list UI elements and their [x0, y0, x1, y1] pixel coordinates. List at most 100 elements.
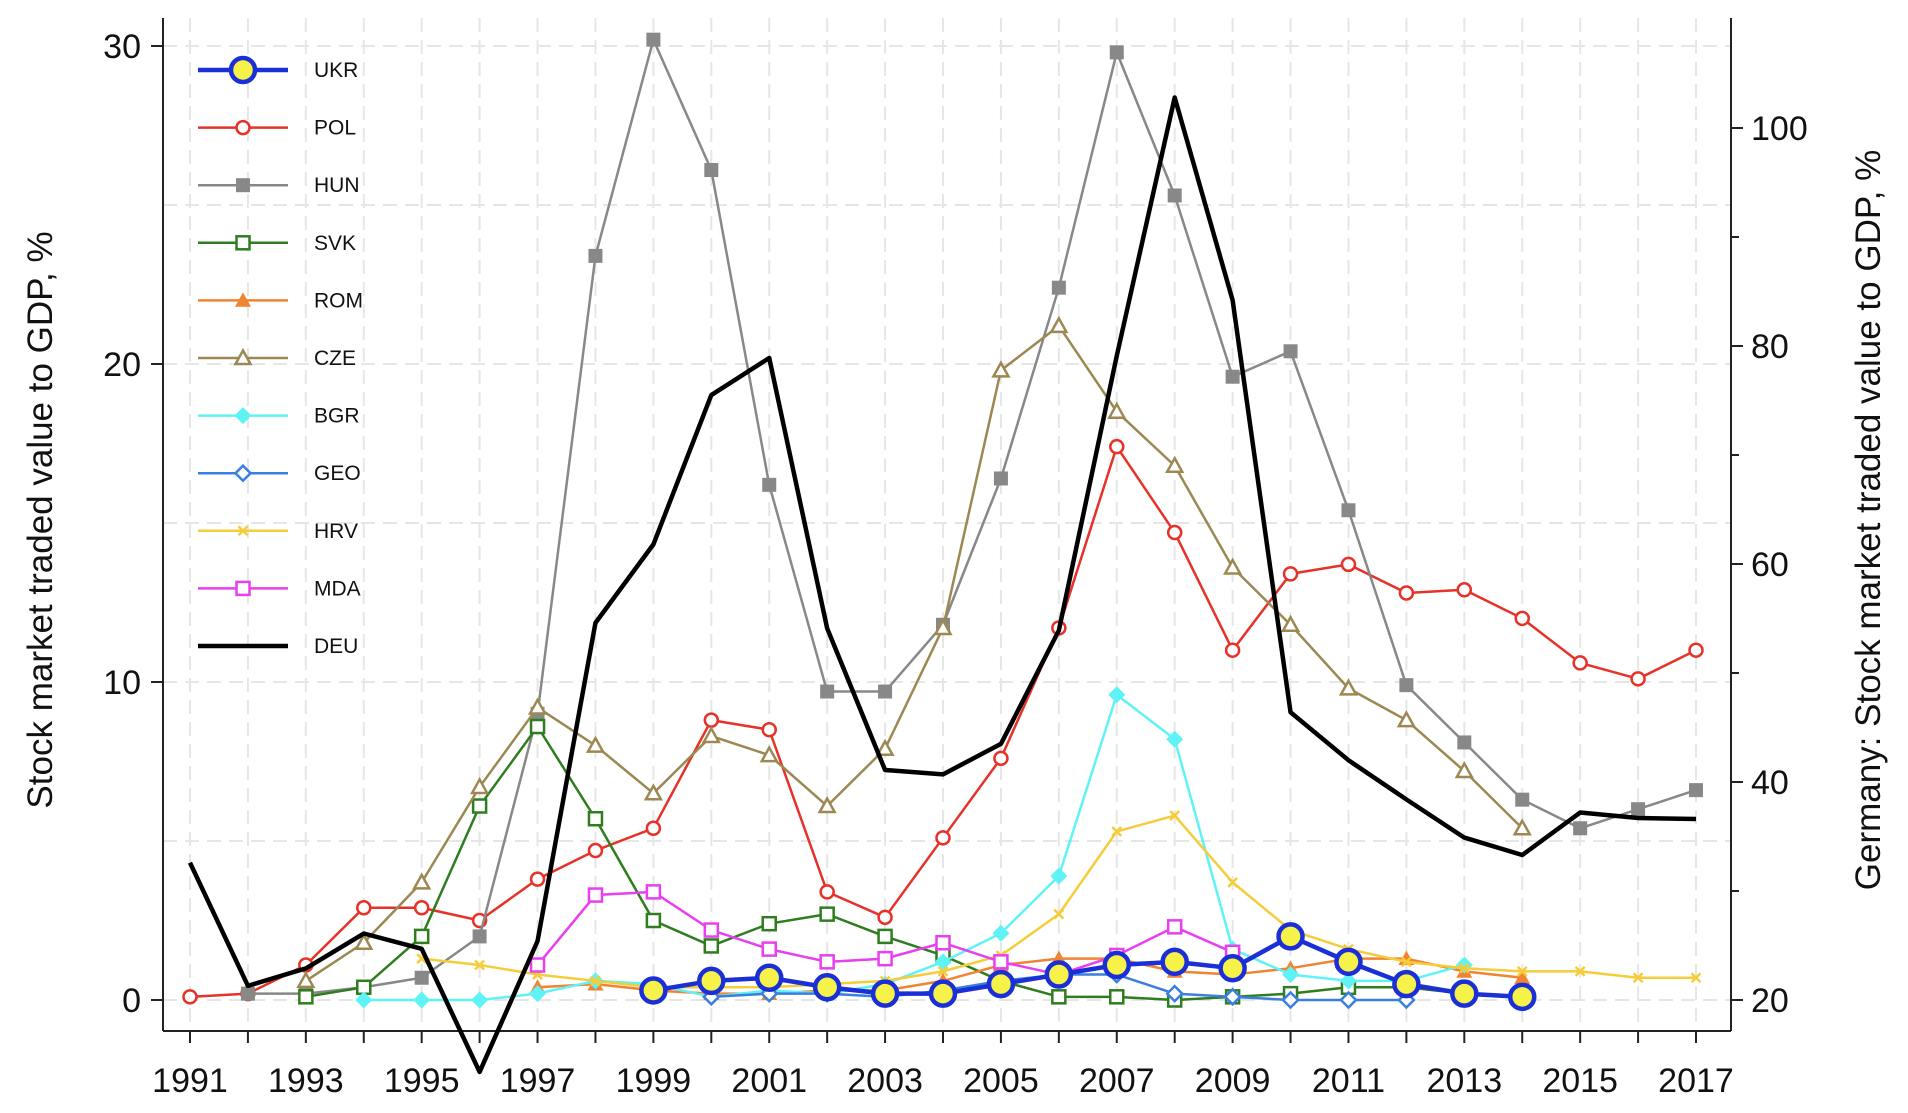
data-point-pol: [413, 900, 430, 916]
data-point-svk: [471, 798, 488, 814]
data-point-cze: [412, 872, 432, 890]
data-point-ukr: [1276, 922, 1305, 951]
data-point-ukr: [639, 976, 668, 1005]
y-tick-label: 0: [122, 982, 141, 1020]
data-point-pol: [1340, 556, 1357, 573]
x-tick-label: 1999: [616, 1062, 692, 1100]
data-point-pol: [645, 820, 662, 837]
legend-marker: [237, 525, 249, 537]
data-point-svk: [298, 989, 314, 1005]
data-point-cze: [875, 738, 895, 757]
x-tick-label: 2003: [847, 1062, 923, 1100]
data-point-pol: [182, 989, 198, 1005]
x-marker-stroke: [1632, 972, 1644, 984]
plot-area: [182, 32, 1704, 1075]
legend-marker: [235, 119, 251, 136]
data-point-hrv: [1111, 826, 1123, 837]
data-point-pol: [529, 871, 546, 887]
data-point-cze: [991, 360, 1011, 378]
data-point-mda: [877, 950, 893, 967]
data-point-geo: [1339, 990, 1358, 1010]
data-point-ukr: [986, 969, 1016, 999]
data-point-geo: [1165, 984, 1184, 1003]
x-marker-stroke: [1227, 876, 1238, 888]
series-hun: [240, 32, 1703, 1001]
y-tick-label: 10: [103, 664, 141, 702]
data-point-hun: [1457, 735, 1472, 750]
data-point-cze: [1049, 315, 1069, 334]
data-point-svk: [529, 718, 546, 735]
data-point-hun: [240, 986, 255, 1001]
legend-marker: [235, 235, 251, 251]
data-point-hun: [993, 471, 1008, 486]
data-point-cze: [643, 783, 664, 801]
data-point-hun: [414, 970, 429, 985]
data-point-ukr: [1218, 953, 1247, 983]
data-point-ukr: [1102, 950, 1132, 980]
data-point-hun: [1515, 792, 1530, 807]
data-point-pol: [587, 842, 604, 859]
data-point-svk: [1051, 989, 1067, 1005]
x-tick-label: 2013: [1426, 1062, 1502, 1100]
legend-label: DEU: [314, 635, 358, 658]
x-marker-stroke: [1458, 962, 1470, 974]
legend-label: UKR: [314, 59, 358, 82]
data-point-mda: [703, 922, 720, 938]
data-point-hun: [704, 163, 719, 178]
data-point-bgr: [529, 985, 547, 1003]
legend-item-geo: GEO: [198, 462, 361, 485]
data-point-hun: [1225, 369, 1240, 384]
x-marker-stroke: [937, 965, 949, 977]
y2-tick-label: 100: [1751, 110, 1808, 148]
data-point-pol: [877, 909, 893, 926]
legend-item-pol: POL: [198, 117, 356, 140]
data-point-bgr: [1282, 966, 1300, 984]
data-point-hun: [1399, 678, 1414, 693]
data-point-pol: [993, 750, 1009, 767]
data-point-hrv: [1227, 876, 1238, 888]
legend-marker: [235, 580, 251, 597]
x-tick-label: 1991: [152, 1062, 228, 1100]
data-point-hrv: [1516, 965, 1528, 977]
data-point-hun: [1109, 45, 1124, 60]
data-point-hun: [1631, 802, 1646, 817]
data-point-svk: [1109, 989, 1125, 1005]
data-point-ukr: [928, 979, 958, 1008]
x-tick-label: 2001: [731, 1062, 807, 1100]
data-point-pol: [1688, 642, 1704, 658]
data-point-bgr: [992, 924, 1010, 942]
data-point-pol: [1630, 671, 1646, 687]
data-point-geo: [1223, 987, 1242, 1007]
y2-tick-label: 80: [1751, 328, 1789, 366]
data-point-pol: [1572, 655, 1588, 671]
y-tick-label: 30: [103, 28, 141, 66]
data-point-hun: [1051, 280, 1066, 295]
data-point-hrv: [1169, 810, 1181, 821]
x-marker-stroke: [237, 525, 249, 537]
series-line-cze: [305, 324, 1524, 982]
legend-label: MDA: [314, 577, 361, 600]
data-point-cze: [354, 932, 374, 951]
data-point-ukr: [754, 963, 784, 992]
data-point-cze: [1222, 557, 1243, 575]
series-bgr: [355, 686, 1473, 1009]
data-point-hun: [1573, 821, 1588, 836]
data-point-hun: [1341, 503, 1356, 518]
data-point-cze: [1280, 614, 1301, 633]
x-tick-label: 2017: [1658, 1062, 1734, 1100]
data-point-bgr: [471, 991, 489, 1009]
data-point-hun: [878, 684, 893, 699]
data-point-pol: [1456, 582, 1473, 598]
data-point-hrv: [1458, 962, 1470, 974]
data-point-ukr: [1507, 982, 1537, 1012]
data-point-svk: [587, 810, 604, 827]
legend-label: HUN: [314, 174, 360, 197]
legend-item-svk: SVK: [198, 232, 356, 255]
data-point-cze: [296, 970, 316, 989]
data-point-cze: [1338, 678, 1359, 696]
data-point-svk: [703, 938, 720, 954]
y2-tick-label: 60: [1751, 546, 1789, 584]
data-point-hun: [646, 32, 661, 47]
data-point-svk: [761, 915, 777, 932]
